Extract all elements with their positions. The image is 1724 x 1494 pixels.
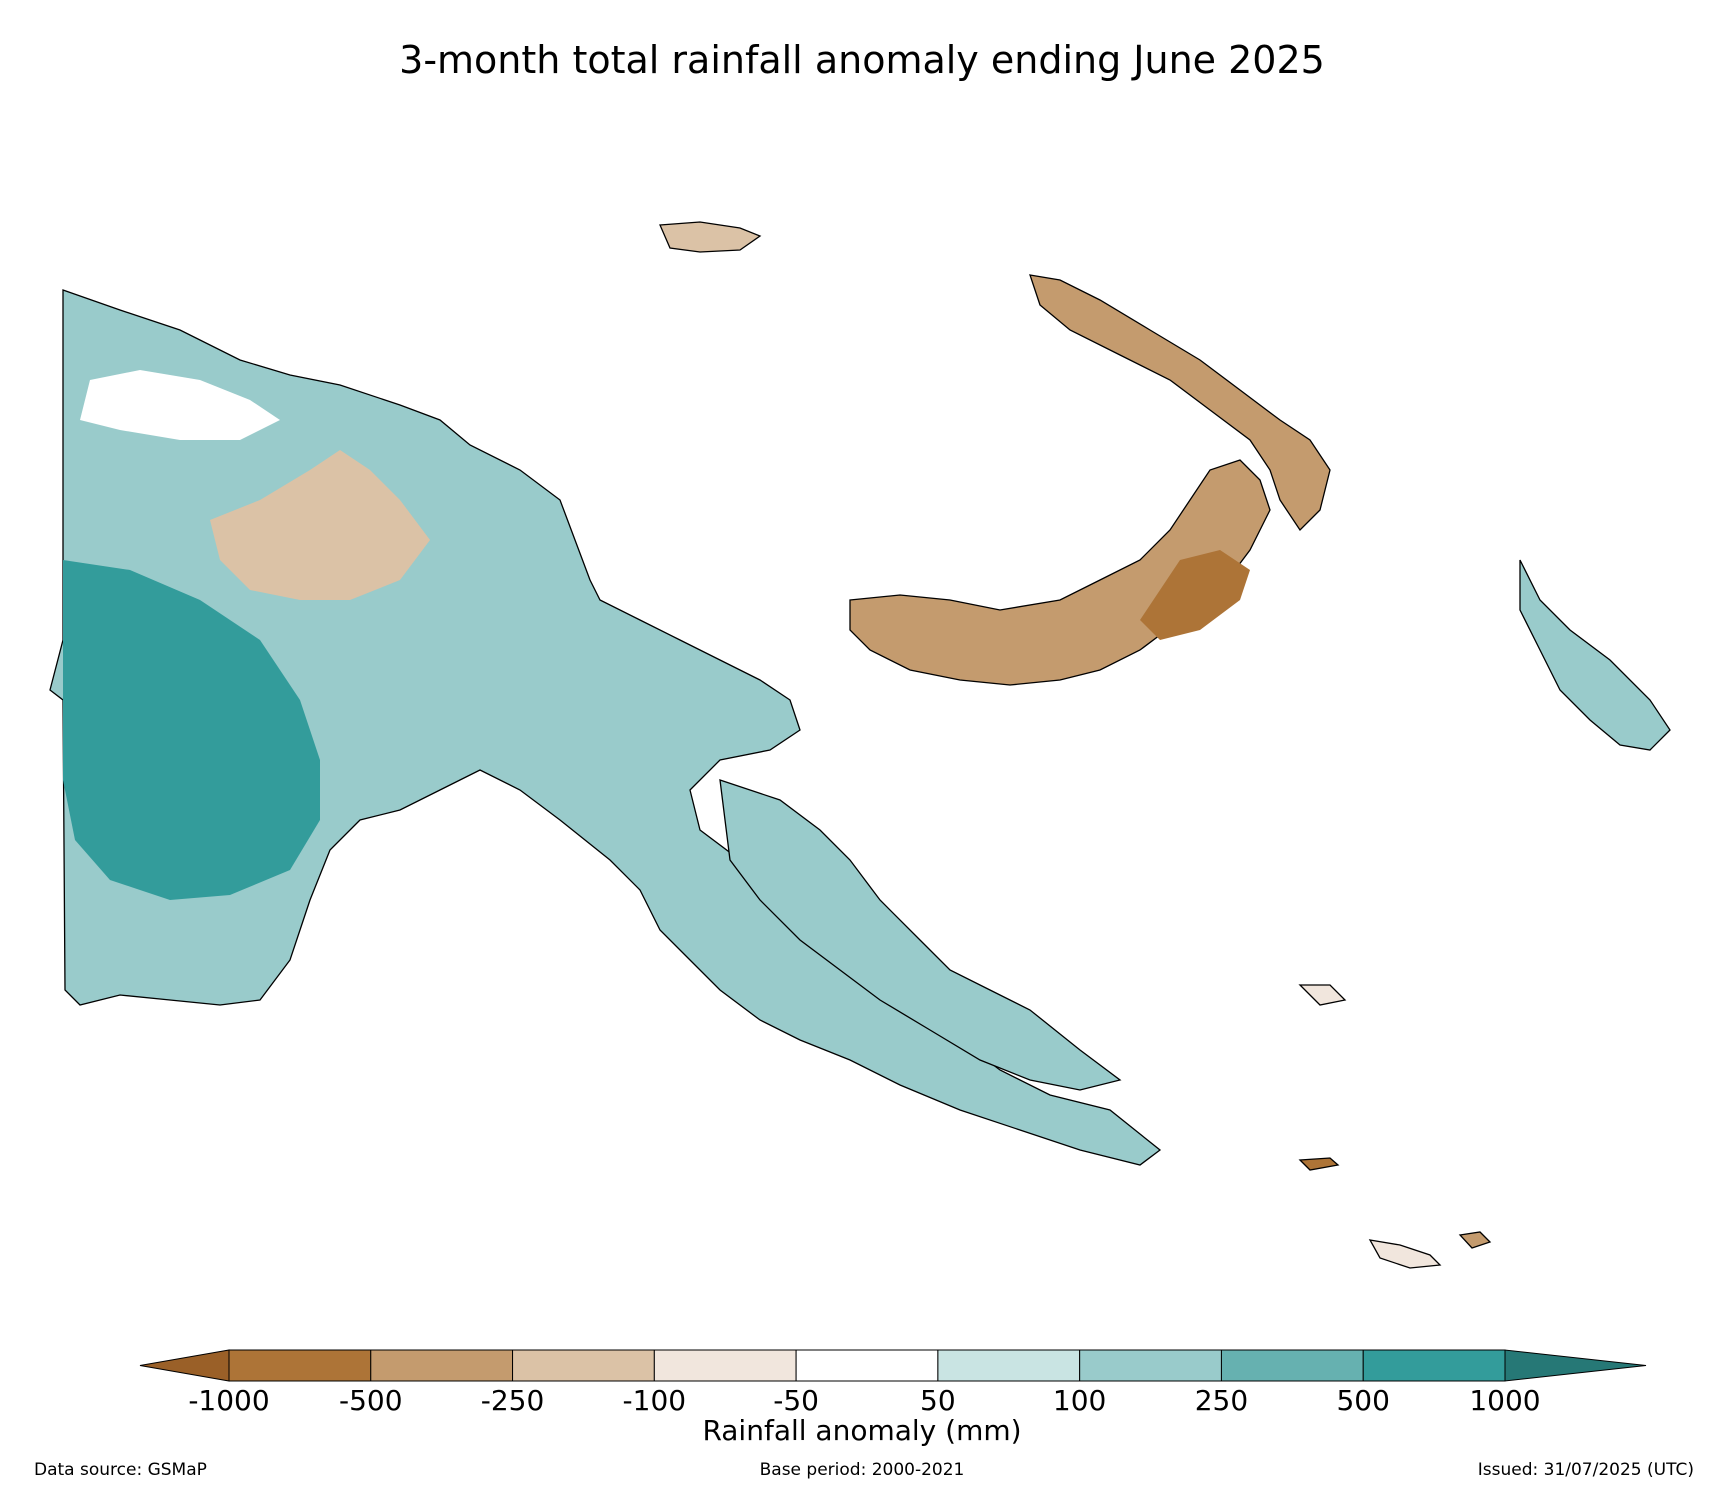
bougainville	[1519, 559, 1671, 751]
manus-dry-anomaly	[659, 221, 762, 253]
colorbar-segment	[1362, 1349, 1506, 1382]
colorbar-tick-label: 500	[1336, 1384, 1390, 1417]
western-mainland	[49, 289, 1162, 1166]
manus-island	[659, 221, 762, 253]
colorbar-segment	[228, 1349, 372, 1382]
colorbar-tick-label: 100	[1052, 1384, 1107, 1417]
colorbar-tick-label: -50	[773, 1384, 819, 1417]
new-ireland	[1029, 274, 1331, 532]
base-period: Base period: 2000-2021	[759, 1460, 965, 1480]
colorbar-segment	[937, 1349, 1081, 1382]
eastern-mainland	[719, 779, 1122, 1091]
milne-bay-islands	[1298, 984, 1492, 1269]
new-ireland-dry-anomaly	[1029, 274, 1331, 532]
colorbar-tick-label: 1000	[1469, 1384, 1541, 1417]
island-east	[1458, 1231, 1492, 1249]
new-britain-east-strong-dry	[1140, 550, 1250, 640]
island-southeast-neutral	[1298, 984, 1347, 1006]
map-title: 3-month total rainfall anomaly ending Ju…	[399, 38, 1325, 82]
north-neutral-area	[80, 370, 280, 440]
colorbar	[139, 1349, 1647, 1382]
southwest-wet-anomaly	[63, 560, 320, 900]
colorbar-segment	[795, 1349, 939, 1382]
eastern-peninsula-shading	[719, 779, 1122, 1091]
colorbar-extend-low	[139, 1349, 230, 1382]
colorbar-segment	[370, 1349, 514, 1382]
colorbar-segment	[512, 1349, 655, 1382]
colorbar-tick-label: 50	[920, 1384, 956, 1417]
bougainville-wet-anomaly	[1519, 559, 1671, 751]
interior-dry-anomaly	[210, 450, 430, 600]
colorbar-tick-label: 250	[1194, 1384, 1249, 1417]
rainfall-anomaly-map	[49, 221, 1671, 1269]
colorbar-extend-high	[1504, 1349, 1647, 1382]
colorbar-tick-label: -250	[480, 1384, 545, 1417]
colorbar-label: Rainfall anomaly (mm)	[702, 1414, 1022, 1447]
colorbar-tick-label: -1000	[188, 1384, 270, 1417]
colorbar-segment	[653, 1349, 797, 1382]
island-south-east	[1368, 1239, 1442, 1269]
colorbar-tick-label: -100	[622, 1384, 687, 1417]
new-britain	[849, 459, 1271, 686]
colorbar-tick-label: -500	[338, 1384, 403, 1417]
colorbar-segment	[1079, 1349, 1222, 1382]
data-source: Data source: GSMaP	[34, 1460, 207, 1480]
colorbar-segment	[1220, 1349, 1364, 1382]
island-south-central	[1298, 1157, 1340, 1171]
issued-date: Issued: 31/07/2025 (UTC)	[1477, 1460, 1694, 1480]
